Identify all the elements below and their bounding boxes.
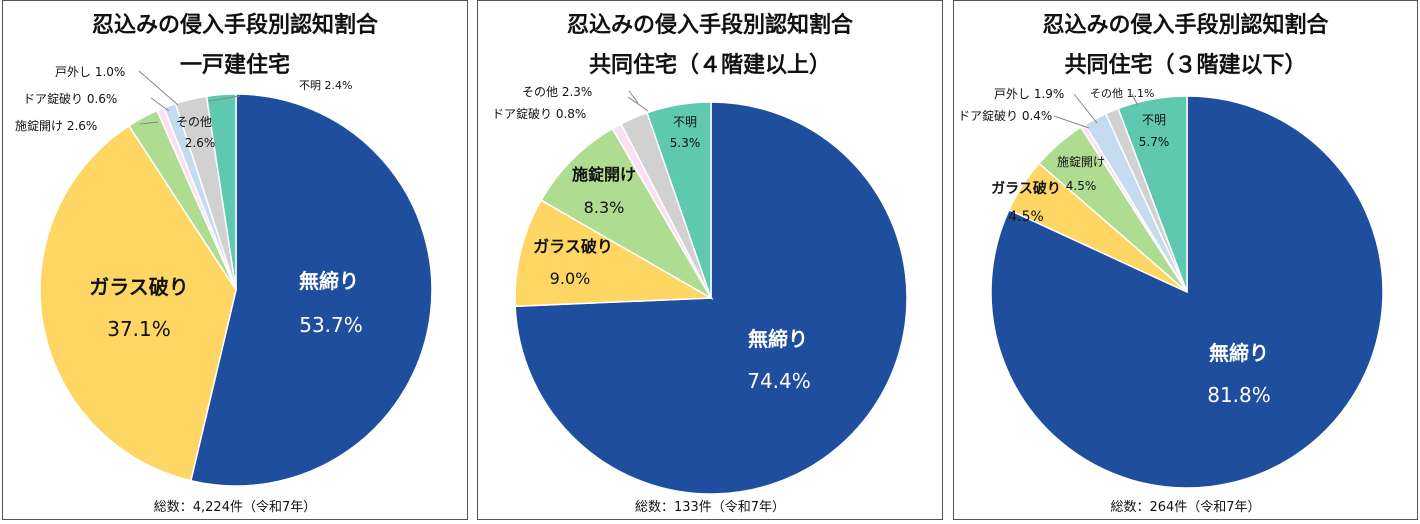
- slice-label-other: その他 1.1%: [1090, 87, 1155, 100]
- leader-line: [628, 90, 639, 104]
- pie-slice-unlocked: [189, 93, 433, 487]
- leader-line: [627, 96, 649, 112]
- leader-line: [150, 97, 170, 112]
- slice-label-glass-value: 37.1%: [107, 317, 171, 341]
- chart-title: 忍込みの侵入手段別認知割合: [566, 13, 853, 38]
- slice-label-glass-value: 9.0%: [549, 269, 591, 288]
- leader-line: [1073, 93, 1098, 124]
- leader-line: [208, 95, 241, 102]
- leader-line: [1053, 115, 1090, 129]
- chart-subtitle: 共同住宅（４階建以上）: [588, 53, 831, 78]
- slice-label-glass-value: 4.5%: [1008, 209, 1044, 225]
- slice-label-other: その他 2.3%: [522, 85, 593, 99]
- slice-label-lock-name: 施錠開け: [1056, 155, 1106, 169]
- chart-subtitle: 一戸建住宅: [179, 53, 290, 78]
- chart-subtitle: 共同住宅（３階建以下）: [1064, 53, 1307, 78]
- slice-label-unknown-name: 不明: [1141, 113, 1167, 127]
- slice-label-lock-value: 4.5%: [1065, 179, 1097, 193]
- pie-chart: [39, 70, 433, 487]
- pie-slice-glass-break: [39, 124, 237, 482]
- slice-label-other-name: その他: [175, 115, 213, 129]
- slice-label-main-value: 81.8%: [1207, 383, 1271, 407]
- slice-label-unknown-value: 5.7%: [1138, 135, 1170, 149]
- slice-label-door-remove: 戸外し 1.0%: [55, 65, 126, 79]
- slice-label-door-break: ドア錠破り 0.4%: [958, 109, 1053, 123]
- pie-slice-unknown: [1117, 95, 1188, 293]
- total-count: 総数：264件（令和7年）: [1110, 500, 1261, 515]
- slice-label-main-name: 無締り: [299, 269, 359, 293]
- chart-panel-detached-house: 忍込みの侵入手段別認知割合 一戸建住宅 無締り 53.7% ガラス破り 37.1…: [2, 0, 468, 520]
- slice-label-door-remove: 戸外し 1.9%: [994, 87, 1065, 101]
- slice-label-lock-value: 8.3%: [583, 198, 625, 217]
- slice-label-other-value: 2.6%: [184, 136, 216, 150]
- slice-label-unknown-name: 不明: [672, 115, 698, 129]
- chart-panel-apartment-4plus: 忍込みの侵入手段別認知割合 共同住宅（４階建以上） 無締り 74.4% ガラス破…: [477, 0, 943, 520]
- slice-label-glass-name: ガラス破り: [991, 181, 1061, 197]
- chart-panel-apartment-3minus: 忍込みの侵入手段別認知割合 共同住宅（３階建以下） 無締り 81.8% ガラス破…: [953, 0, 1418, 520]
- slice-label-lock-open: 施錠開け 2.6%: [15, 119, 98, 133]
- slice-label-door-break: ドア錠破り 0.6%: [23, 92, 118, 106]
- slice-label-unknown-value: 5.3%: [669, 136, 701, 150]
- pie-slice-lock-pick: [540, 127, 714, 301]
- slice-label-main-value: 53.7%: [299, 313, 363, 337]
- slice-label-glass-name: ガラス破り: [533, 237, 613, 256]
- pie-chart: [514, 90, 908, 495]
- total-count: 総数：4,224件（令和7年）: [153, 500, 317, 515]
- chart-title: 忍込みの侵入手段別認知割合: [1042, 13, 1329, 38]
- slice-label-door-break: ドア錠破り 0.8%: [492, 107, 587, 121]
- total-count: 総数：133件（令和7年）: [634, 500, 786, 515]
- slice-label-main-value: 74.4%: [747, 369, 811, 393]
- slice-label-main-name: 無締り: [1209, 341, 1269, 365]
- slice-label-glass-name: ガラス破り: [89, 275, 189, 299]
- leader-line: [1131, 93, 1139, 107]
- pie-slice-unknown: [646, 101, 712, 299]
- pie-slice-unknown: [205, 93, 237, 291]
- leader-line: [138, 70, 179, 106]
- leader-line: [139, 121, 159, 125]
- slice-label-lock-name: 施錠開け: [571, 165, 637, 184]
- pie-chart: [990, 93, 1384, 489]
- slice-label-unknown: 不明 2.4%: [299, 79, 353, 92]
- pie-slice-glass-break: [514, 199, 714, 308]
- chart-title: 忍込みの侵入手段別認知割合: [91, 13, 378, 38]
- slice-label-main-name: 無締り: [748, 327, 808, 351]
